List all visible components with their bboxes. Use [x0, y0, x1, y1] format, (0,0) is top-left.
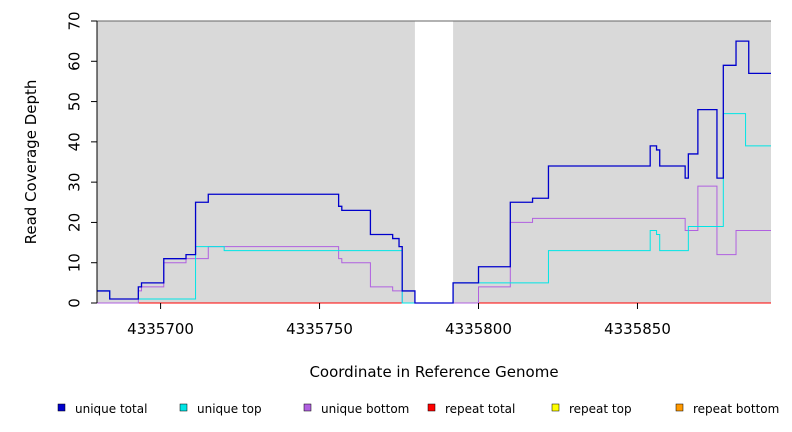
series-line-unique-top [97, 113, 771, 304]
y-axis: 0 10 20 30 40 50 60 70 [66, 11, 97, 308]
gap-regions [414, 21, 454, 303]
legend-label: unique total [75, 402, 147, 416]
x-axis-title: Coordinate in Reference Genome [309, 363, 558, 381]
y-axis-title: Read Coverage Depth [22, 80, 40, 245]
y-tick-label: 20 [66, 213, 84, 232]
legend-swatch [179, 403, 188, 412]
legend-label: unique bottom [321, 402, 409, 416]
legend: unique total unique top unique bottom repea… [57, 402, 779, 416]
x-tick-label: 4335850 [604, 320, 671, 338]
y-tick-label: 0 [66, 298, 84, 308]
legend-label: repeat top [569, 402, 632, 416]
legend-swatch [551, 403, 560, 412]
x-tick-label: 4335750 [286, 320, 353, 338]
legend-swatch [675, 403, 684, 412]
y-tick-label: 30 [66, 173, 84, 192]
legend-swatch [303, 403, 312, 412]
series-lines [97, 40, 771, 304]
y-tick-label: 10 [66, 253, 84, 272]
legend-label: repeat total [445, 402, 515, 416]
x-tick-label: 4335700 [127, 320, 194, 338]
gap-region [414, 21, 454, 303]
y-tick-label: 70 [66, 11, 84, 30]
legend-swatch [427, 403, 436, 412]
y-tick-label: 60 [66, 52, 84, 71]
legend-label: unique top [197, 402, 262, 416]
x-tick-label: 4335800 [445, 320, 512, 338]
series-line-unique-total [97, 40, 771, 304]
legend-swatch [57, 403, 66, 412]
y-tick-label: 50 [66, 92, 84, 111]
y-tick-label: 40 [66, 132, 84, 151]
legend-label: repeat bottom [693, 402, 779, 416]
x-axis: 4335700 4335750 4335800 4335850 [127, 303, 671, 338]
